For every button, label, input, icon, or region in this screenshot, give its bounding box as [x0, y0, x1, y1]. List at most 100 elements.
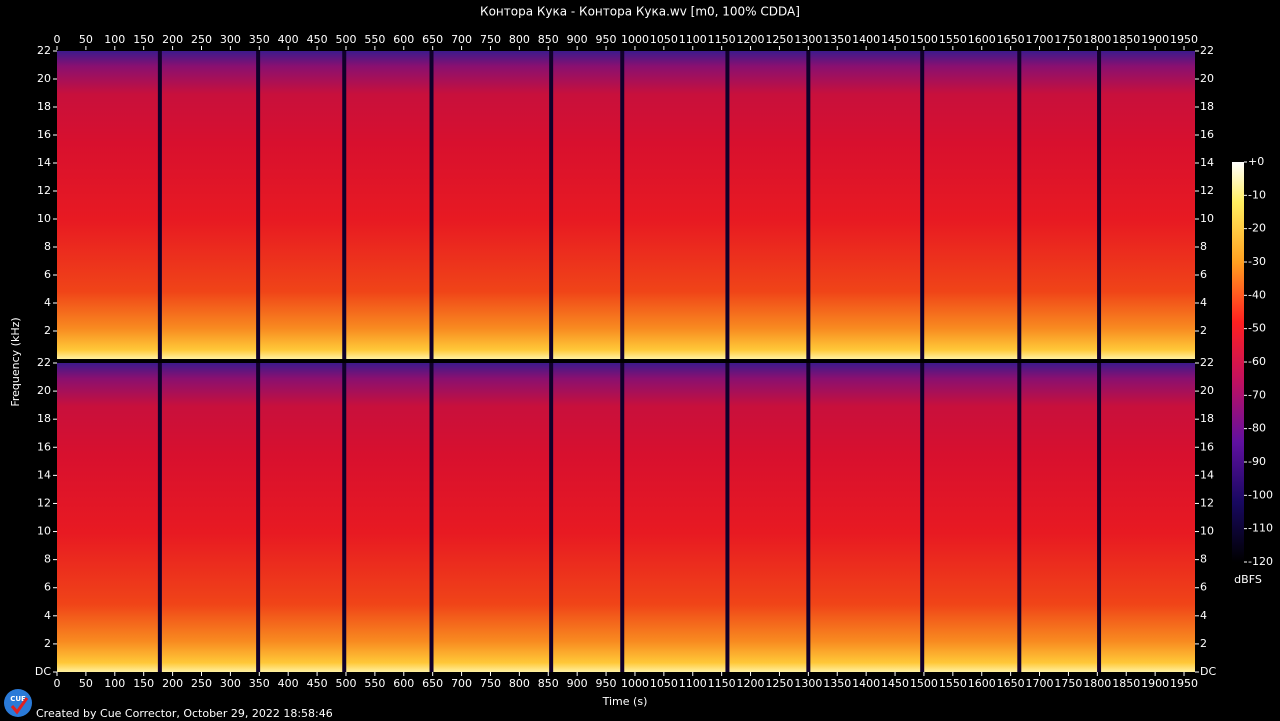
colorbar-tick-label: -20 — [1248, 222, 1266, 235]
x-tick-label: 1150 — [708, 677, 736, 690]
x-tick-label: 950 — [596, 677, 617, 690]
x-tick-label: 650 — [422, 33, 443, 46]
y-tick-label: 20 — [37, 72, 51, 85]
y-tick-label: 12 — [37, 496, 51, 509]
x-tick-label: 1850 — [1112, 677, 1140, 690]
spectrogram-channel — [57, 51, 1195, 359]
x-tick-label: 0 — [54, 677, 61, 690]
y-tick-label: 18 — [37, 100, 51, 113]
x-tick-label: 1550 — [939, 33, 967, 46]
colorbar-tick-label: -100 — [1248, 488, 1273, 501]
colorbar-tick-label: -120 — [1248, 555, 1273, 568]
x-axis-label: Time (s) — [602, 695, 648, 708]
logo-check — [10, 697, 29, 715]
y-tick-label: 10 — [1200, 212, 1214, 225]
y-tick-label: 22 — [37, 44, 51, 57]
x-tick-label: 1200 — [737, 677, 765, 690]
x-tick-label: 200 — [162, 33, 183, 46]
y-tick-label: 18 — [1200, 100, 1214, 113]
spectrogram-channel — [57, 363, 1195, 672]
x-tick-label: 1450 — [881, 33, 909, 46]
x-tick-label: 1300 — [794, 677, 822, 690]
y-axis-label: Frequency (kHz) — [9, 317, 22, 406]
x-tick-label: 400 — [278, 677, 299, 690]
x-tick-label: 1950 — [1170, 33, 1198, 46]
x-tick-label: 1800 — [1083, 33, 1111, 46]
x-tick-label: 1200 — [737, 33, 765, 46]
x-tick-label: 750 — [480, 677, 501, 690]
x-tick-label: 1600 — [968, 33, 996, 46]
x-tick-label: 1900 — [1141, 33, 1169, 46]
x-tick-label: 250 — [191, 677, 212, 690]
x-tick-label: 1050 — [650, 677, 678, 690]
colorbar-tick-label: +0 — [1248, 155, 1264, 168]
x-tick-label: 1000 — [621, 33, 649, 46]
x-tick-label: 850 — [538, 677, 559, 690]
x-tick-label: 600 — [393, 677, 414, 690]
x-tick-label: 50 — [79, 677, 93, 690]
y-tick-label: 4 — [1200, 296, 1207, 309]
x-tick-label: 900 — [567, 677, 588, 690]
y-tick-label: 12 — [1200, 496, 1214, 509]
x-tick-label: 1250 — [765, 33, 793, 46]
x-tick-label: 1000 — [621, 677, 649, 690]
y-tick-label: 4 — [1200, 609, 1207, 622]
x-tick-label: 300 — [220, 677, 241, 690]
y-tick-label: 6 — [1200, 581, 1207, 594]
x-tick-label: 350 — [249, 677, 270, 690]
logo-icon — [4, 689, 32, 717]
x-tick-label: 1850 — [1112, 33, 1140, 46]
y-tick-label: 16 — [37, 440, 51, 453]
x-tick-label: 800 — [509, 33, 530, 46]
y-tick-label: 14 — [1200, 156, 1214, 169]
logo-text: CUE — [10, 695, 26, 703]
colorbar-tick-label: -10 — [1248, 188, 1266, 201]
x-tick-label: 750 — [480, 33, 501, 46]
x-tick-label: 1350 — [823, 677, 851, 690]
y-tick-label: 2 — [1200, 637, 1207, 650]
y-tick-label: 14 — [1200, 468, 1214, 481]
x-tick-label: 1900 — [1141, 677, 1169, 690]
x-tick-label: 1600 — [968, 677, 996, 690]
x-tick-label: 700 — [451, 677, 472, 690]
y-tick-label: 20 — [1200, 72, 1214, 85]
colorbar-tick-label: -60 — [1248, 355, 1266, 368]
y-tick-label: 22 — [1200, 356, 1214, 369]
colorbar-tick-label: -50 — [1248, 322, 1266, 335]
y-tick-label: 16 — [1200, 128, 1214, 141]
x-tick-label: 1750 — [1054, 677, 1082, 690]
x-tick-label: 450 — [307, 33, 328, 46]
x-tick-label: 1400 — [852, 677, 880, 690]
x-tick-label: 100 — [104, 677, 125, 690]
footer: Created by Cue Corrector, October 29, 20… — [36, 707, 333, 720]
y-tick-label: 2 — [44, 637, 51, 650]
x-tick-label: 850 — [538, 33, 559, 46]
x-tick-label: 1650 — [997, 33, 1025, 46]
x-tick-label: 200 — [162, 677, 183, 690]
y-tick-label: 10 — [37, 525, 51, 538]
y-tick-label: 14 — [37, 468, 51, 481]
y-tick-label: 22 — [1200, 44, 1214, 57]
x-tick-label: 500 — [335, 677, 356, 690]
x-tick-label: 1500 — [910, 33, 938, 46]
colorbar-tick-label: -90 — [1248, 455, 1266, 468]
colorbar-label: dBFS — [1234, 573, 1262, 586]
chart-title: Контора Кука - Контора Кука.wv [m0, 100%… — [480, 5, 800, 19]
x-tick-label: 50 — [79, 33, 93, 46]
x-tick-label: 1400 — [852, 33, 880, 46]
x-tick-label: 700 — [451, 33, 472, 46]
x-tick-label: 350 — [249, 33, 270, 46]
x-tick-label: 550 — [364, 677, 385, 690]
y-tick-label: 10 — [1200, 525, 1214, 538]
y-tick-label: 6 — [44, 581, 51, 594]
x-tick-label: 300 — [220, 33, 241, 46]
y-tick-label: 12 — [37, 184, 51, 197]
y-tick-label: 8 — [44, 553, 51, 566]
y-tick-label: 10 — [37, 212, 51, 225]
y-tick-label: 2 — [44, 324, 51, 337]
y-tick-label: 4 — [44, 296, 51, 309]
y-tick-label: 18 — [1200, 412, 1214, 425]
x-tick-label: 1150 — [708, 33, 736, 46]
